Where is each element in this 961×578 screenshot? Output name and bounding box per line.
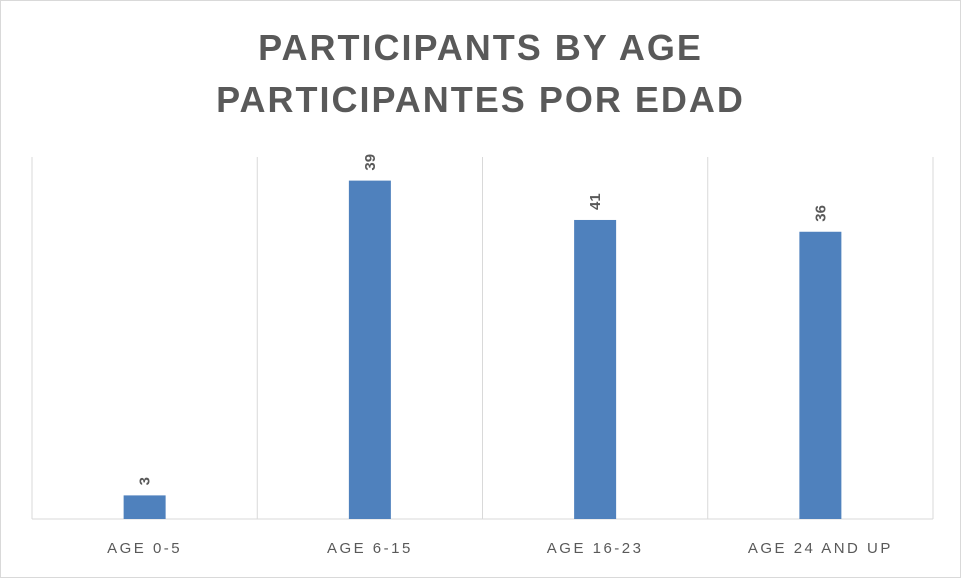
x-tick-label: AGE 16-23	[547, 540, 644, 557]
chart-title-line-2: PARTICIPANTES POR EDAD	[216, 79, 745, 120]
data-label: 36	[812, 205, 829, 222]
data-label: 41	[587, 193, 604, 210]
data-label: 3	[137, 477, 154, 485]
bar	[348, 180, 391, 519]
chart-title: PARTICIPANTS BY AGE PARTICIPANTES POR ED…	[0, 22, 961, 126]
chart-title-line-1: PARTICIPANTS BY AGE	[258, 27, 703, 68]
x-tick-label: AGE 6-15	[327, 540, 413, 557]
x-tick-label: AGE 24 AND UP	[748, 540, 893, 557]
x-tick-label: AGE 0-5	[107, 540, 182, 557]
bar	[799, 231, 842, 519]
bar	[574, 219, 617, 519]
data-label: 39	[362, 154, 379, 171]
bar	[123, 495, 166, 519]
